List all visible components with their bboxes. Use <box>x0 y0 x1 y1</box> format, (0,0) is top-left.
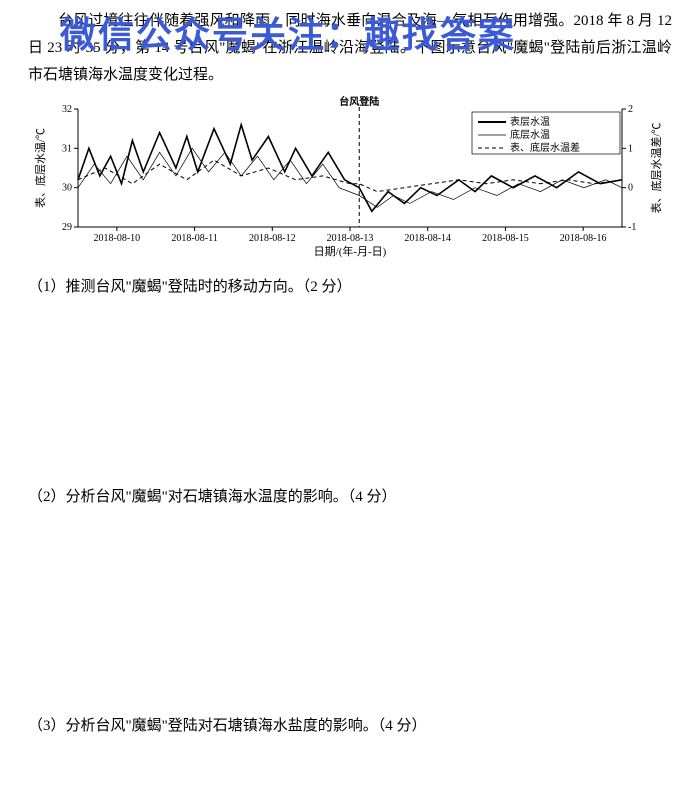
svg-text:2018-08-13: 2018-08-13 <box>327 233 374 244</box>
svg-text:表、底层水温/℃: 表、底层水温/℃ <box>33 128 47 208</box>
svg-text:2018-08-16: 2018-08-16 <box>560 233 607 244</box>
svg-text:31: 31 <box>62 143 72 154</box>
svg-text:表、底层水温差: 表、底层水温差 <box>510 141 580 154</box>
chart-container: 29 30 31 32 -1 0 1 2 2018-08-10 2018-08-11 2018-08… <box>30 95 670 265</box>
svg-text:32: 32 <box>62 104 72 115</box>
svg-text:日期/(年-月-日): 日期/(年-月-日) <box>314 244 387 258</box>
svg-text:2018-08-15: 2018-08-15 <box>482 233 529 244</box>
svg-text:表、底层水温差/℃: 表、底层水温差/℃ <box>649 122 663 213</box>
intro-paragraph: 台风过境往往伴随着强风和降雨，同时海水垂向混合及海—气相互作用增强。2018 年… <box>28 8 672 89</box>
svg-text:底层水温: 底层水温 <box>510 128 550 141</box>
answer-space-2 <box>28 510 672 710</box>
svg-text:1: 1 <box>628 143 633 154</box>
question-3: （3）分析台风"魔蝎"登陆对石塘镇海水盐度的影响。（4 分） <box>28 714 672 740</box>
svg-text:台风登陆: 台风登陆 <box>339 95 379 108</box>
svg-text:30: 30 <box>62 183 72 194</box>
question-1: （1）推测台风"魔蝎"登陆时的移动方向。（2 分） <box>28 275 672 301</box>
svg-text:表层水温: 表层水温 <box>510 115 550 128</box>
question-2: （2）分析台风"魔蝎"对石塘镇海水温度的影响。（4 分） <box>28 485 672 511</box>
svg-text:2: 2 <box>628 104 633 115</box>
answer-space-1 <box>28 301 672 481</box>
svg-text:0: 0 <box>628 183 633 194</box>
document-body: 台风过境往往伴随着强风和降雨，同时海水垂向混合及海—气相互作用增强。2018 年… <box>0 0 700 748</box>
svg-text:2018-08-11: 2018-08-11 <box>171 233 217 244</box>
svg-text:29: 29 <box>62 222 72 233</box>
svg-text:-1: -1 <box>628 222 636 233</box>
svg-text:2018-08-14: 2018-08-14 <box>404 233 451 244</box>
temperature-chart: 29 30 31 32 -1 0 1 2 2018-08-10 2018-08-11 2018-08… <box>30 95 670 260</box>
svg-text:2018-08-10: 2018-08-10 <box>94 233 141 244</box>
svg-text:2018-08-12: 2018-08-12 <box>249 233 296 244</box>
